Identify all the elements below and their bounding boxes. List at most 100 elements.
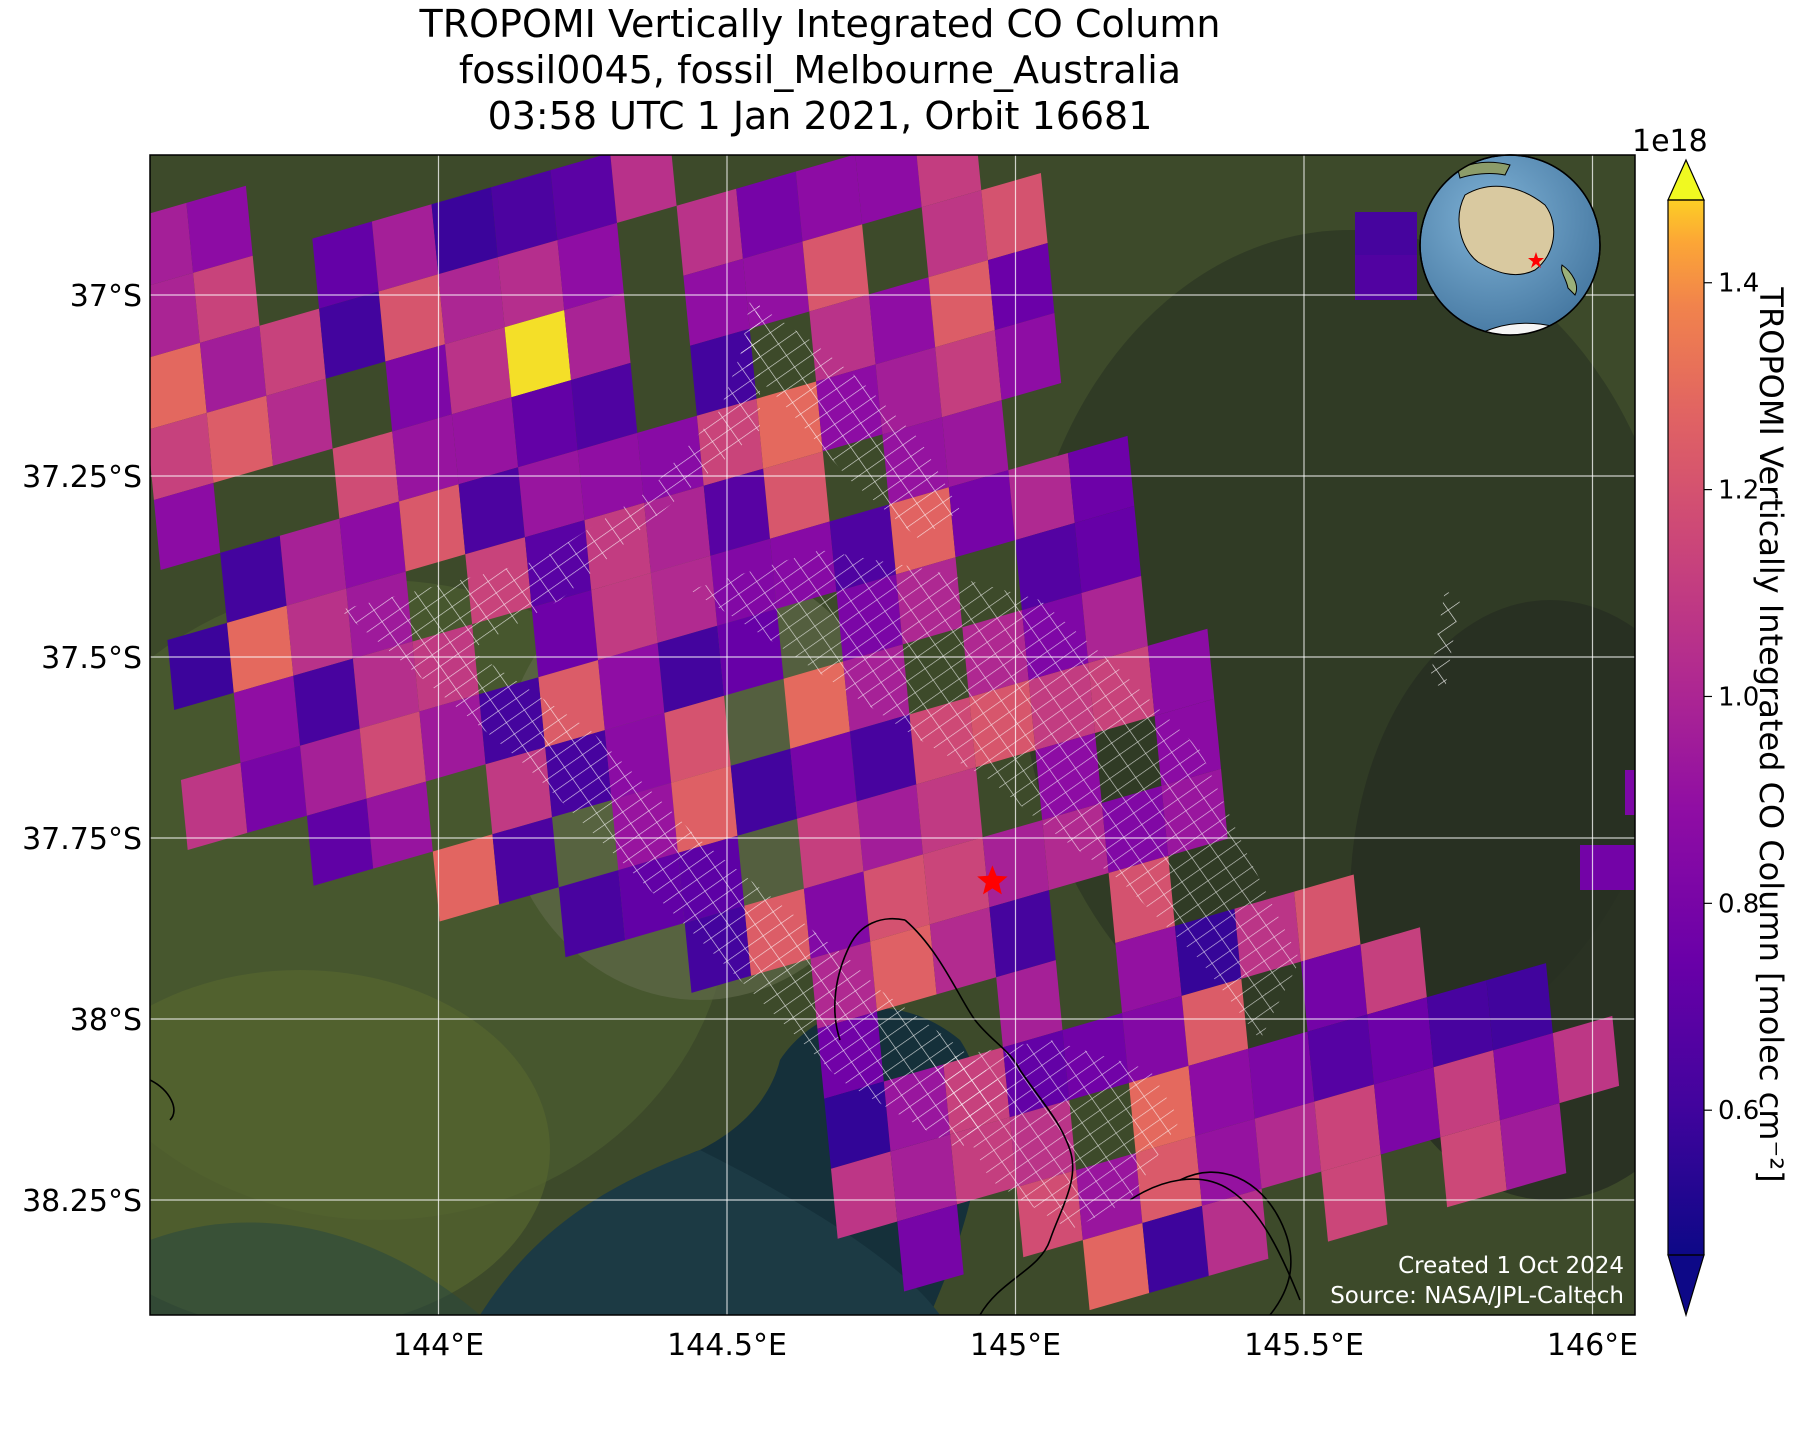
lon-tick-label: 145.5°E	[1244, 1328, 1364, 1363]
co-pixel	[1300, 944, 1368, 1032]
co-pixel	[916, 767, 983, 855]
co-pixel	[1082, 1223, 1150, 1311]
co-pixel	[797, 801, 864, 889]
co-pixel	[180, 762, 248, 850]
co-pixel	[1067, 435, 1135, 523]
co-pixel	[550, 155, 617, 241]
co-pixel	[279, 518, 347, 606]
co-pixel	[1486, 963, 1553, 1051]
co-pixel	[1321, 1154, 1388, 1242]
co-pixel	[1552, 1015, 1620, 1104]
lon-tick-label: 146°E	[1547, 1328, 1638, 1363]
co-pixel	[511, 380, 578, 468]
target-star-marker	[977, 865, 1008, 895]
co-pixel	[1307, 1014, 1374, 1102]
colorbar-tick-label: 1.4	[1718, 269, 1759, 299]
co-pixel	[497, 240, 565, 328]
lat-tick-label: 37.25°S	[22, 460, 142, 495]
co-pixel	[996, 960, 1063, 1048]
colorbar-title: TROPOMI Vertically Integrated CO Column …	[1752, 286, 1790, 1182]
co-pixel	[431, 187, 498, 275]
co-pixel	[1374, 1067, 1441, 1155]
co-pixel	[948, 470, 1016, 558]
co-pixel	[432, 834, 500, 922]
co-pixel	[491, 170, 558, 258]
co-pixel	[610, 155, 677, 223]
co-pixel	[1499, 1103, 1567, 1191]
co-pixel	[989, 890, 1056, 978]
co-pixel	[1440, 1120, 1507, 1208]
co-pixel	[564, 292, 631, 381]
chart-title-line2: fossil0045, fossil_Melbourne_Australia	[458, 48, 1182, 92]
co-pixel	[928, 260, 995, 348]
co-pixel	[531, 590, 598, 678]
co-pixel	[730, 748, 798, 836]
lat-tick-label: 37.5°S	[41, 641, 142, 676]
co-pixel	[378, 274, 445, 362]
credit-source: Source: NASA/JPL-Caltech	[1330, 1283, 1624, 1309]
co-pixel	[558, 870, 626, 958]
co-pixel	[664, 695, 731, 783]
co-pixel	[1355, 212, 1417, 257]
co-pixel	[150, 272, 200, 358]
co-pixel	[795, 155, 863, 242]
co-pixel	[942, 400, 1009, 488]
co-pixel	[458, 467, 525, 555]
lat-tick-label: 37°S	[70, 279, 142, 314]
co-pixel	[1625, 770, 1635, 815]
co-pixel	[438, 257, 505, 345]
co-pixel	[856, 784, 923, 872]
co-pixel	[306, 798, 374, 886]
latitude-tick-labels: 37°S 37.25°S 37.5°S 37.75°S 38°S 38.25°S	[22, 279, 142, 1219]
co-pixel	[1142, 1205, 1209, 1293]
co-pixel	[227, 605, 294, 693]
co-pixel	[831, 1151, 898, 1239]
co-pixel	[736, 171, 803, 259]
co-pixel	[300, 728, 367, 816]
co-pixel	[371, 204, 439, 292]
co-pixel	[1015, 523, 1082, 611]
co-pixel	[783, 661, 850, 749]
co-pixel	[233, 675, 301, 763]
co-pixel	[598, 642, 665, 731]
co-pixel	[849, 714, 917, 802]
colorbar: 1e18 0.6 0.8 1.0 1.2 1.4 TROPOMI Vertically …	[1632, 124, 1790, 1318]
co-pixel	[286, 588, 353, 676]
coastline	[150, 918, 1301, 1315]
lon-tick-label: 145°E	[970, 1328, 1061, 1363]
co-pixel	[1433, 1050, 1500, 1138]
co-pixel	[1426, 980, 1494, 1068]
lat-tick-label: 37.75°S	[22, 822, 142, 857]
co-pixel	[1355, 255, 1417, 300]
co-pixel	[1147, 628, 1215, 716]
co-pixel	[935, 330, 1002, 418]
co-pixel	[1195, 1118, 1262, 1206]
lon-tick-label: 144°E	[393, 1328, 484, 1363]
co-pixel	[206, 395, 273, 483]
lat-tick-label: 38°S	[70, 1003, 142, 1038]
map-frame	[149, 154, 1636, 1316]
co-pixel	[339, 501, 406, 589]
co-pixel	[399, 484, 466, 572]
co-pixel	[1493, 1033, 1560, 1121]
co-pixel	[492, 817, 559, 905]
co-pixel	[366, 781, 433, 869]
co-pixel	[1115, 925, 1182, 1013]
lon-tick-label: 144.5°E	[667, 1328, 787, 1363]
colorbar-ticks: 0.6 0.8 1.0 1.2 1.4	[1704, 269, 1759, 1126]
co-pixel	[703, 468, 770, 556]
co-pixel	[167, 622, 234, 710]
co-pixel	[153, 482, 221, 570]
chart-title-line1: TROPOMI Vertically Integrated CO Column	[419, 2, 1221, 46]
co-pixel	[445, 327, 512, 415]
co-pixel	[802, 224, 869, 312]
co-pixel	[676, 188, 743, 276]
co-pixel	[868, 277, 936, 365]
co-pixel	[220, 535, 287, 623]
co-pixel	[1122, 995, 1189, 1083]
co-pixel	[921, 190, 988, 278]
masked-pixel-hatching	[340, 300, 1460, 1230]
co-pixel	[1081, 575, 1148, 663]
co-pixel	[186, 185, 253, 273]
